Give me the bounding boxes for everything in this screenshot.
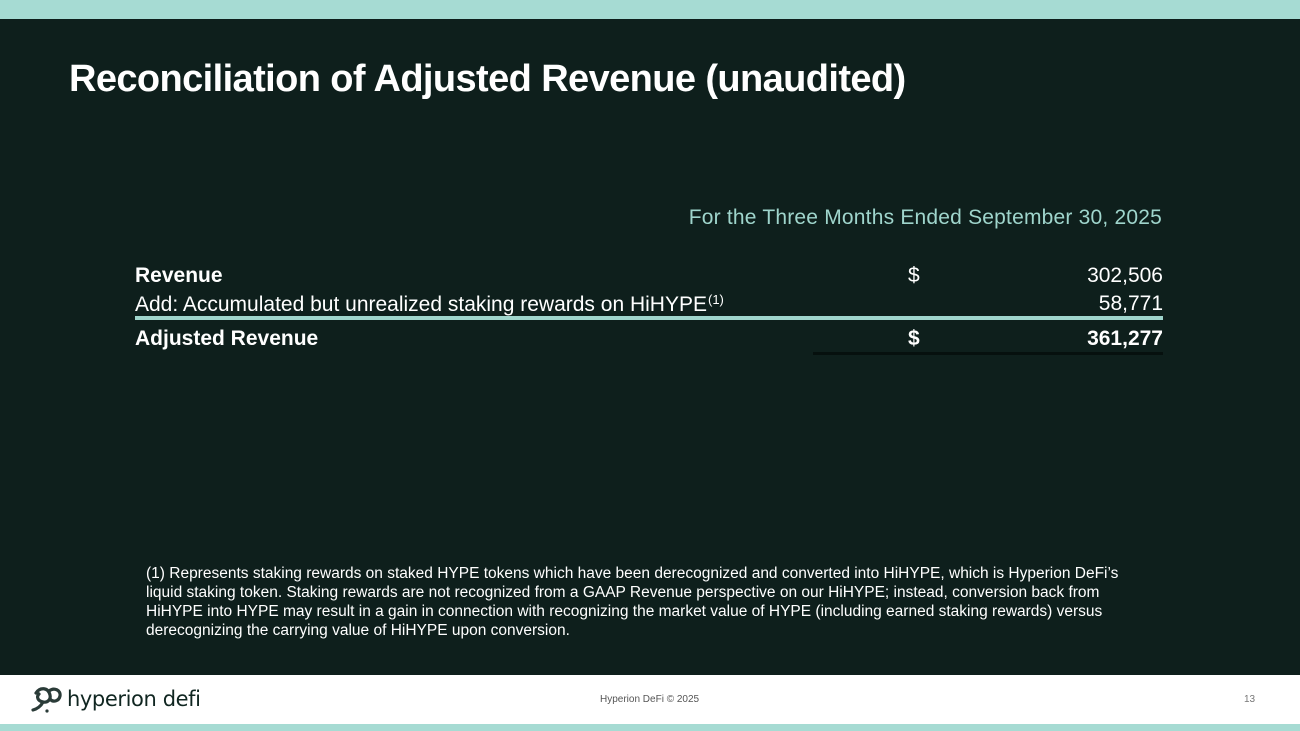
slide-title: Reconciliation of Adjusted Revenue (unau… <box>69 58 906 100</box>
copyright-text: Hyperion DeFi © 2025 <box>600 694 700 705</box>
row-label: Adjusted Revenue <box>135 327 319 350</box>
currency-symbol: $ <box>908 264 920 287</box>
subtotal-divider <box>135 316 1163 320</box>
row-amount: 302,506 <box>1087 264 1163 287</box>
row-amount: 361,277 <box>1087 327 1163 350</box>
logo-mark-icon <box>31 687 62 713</box>
footnote: (1) Represents staking rewards on staked… <box>146 565 1119 639</box>
table-row-staking-rewards: Add: Accumulated but unrealized staking … <box>135 292 1163 322</box>
top-accent-band <box>0 0 1300 19</box>
row-amount: 58,771 <box>1098 292 1163 315</box>
total-underline <box>813 352 1163 355</box>
table-row-adjusted-revenue: Adjusted Revenue $ 361,277 <box>135 327 1163 357</box>
footnote-ref: (1) <box>707 292 724 307</box>
page-number: 13 <box>1244 694 1256 705</box>
row-label: Revenue <box>135 264 223 287</box>
currency-symbol: $ <box>908 327 920 350</box>
row-label-text: Add: Accumulated but unrealized staking … <box>135 293 707 316</box>
period-header: For the Three Months Ended September 30,… <box>688 206 1162 229</box>
footer-bar: hyperion defi Hyperion DeFi © 2025 13 <box>0 675 1300 724</box>
bottom-accent-band <box>0 724 1300 731</box>
company-logo: hyperion defi <box>30 684 201 714</box>
slide-body <box>0 19 1300 675</box>
table-row-revenue: Revenue $ 302,506 <box>135 264 1163 294</box>
logo-text: hyperion defi <box>67 687 201 711</box>
row-label: Add: Accumulated but unrealized staking … <box>135 292 724 317</box>
